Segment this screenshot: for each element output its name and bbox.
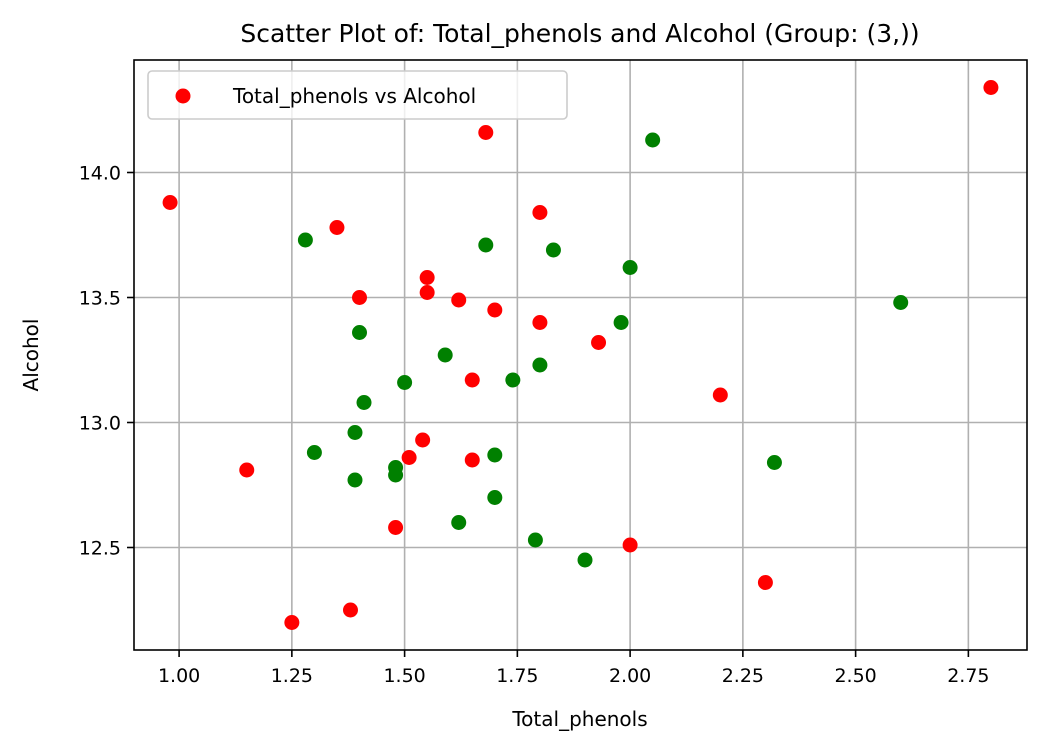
- red-data-point: [532, 315, 548, 330]
- red-data-point: [284, 615, 300, 630]
- legend-label: Total_phenols vs Alcohol: [232, 84, 476, 108]
- green-data-point: [397, 375, 413, 390]
- y-tick-label: 14.0: [79, 163, 121, 185]
- red-data-point: [478, 125, 494, 140]
- red-data-point: [487, 302, 503, 318]
- red-data-point: [419, 270, 435, 285]
- red-data-point: [712, 387, 728, 403]
- red-data-point: [451, 292, 467, 308]
- green-data-point: [527, 532, 543, 548]
- red-data-point: [532, 205, 548, 220]
- green-data-point: [478, 237, 494, 253]
- green-data-point: [645, 132, 661, 148]
- red-data-point: [329, 220, 345, 235]
- green-data-point: [766, 455, 782, 470]
- green-data-point: [577, 552, 593, 568]
- grid-lines: [134, 60, 1027, 650]
- x-tick-label: 1.25: [271, 665, 313, 687]
- data-points: [162, 80, 999, 630]
- plot-frame: [133, 59, 1028, 651]
- x-tick-label: 2.00: [609, 665, 651, 687]
- x-tick-label: 2.75: [947, 665, 989, 687]
- green-data-point: [532, 357, 548, 373]
- green-data-point: [893, 295, 909, 310]
- red-data-point: [591, 335, 607, 350]
- red-data-point: [342, 602, 358, 618]
- green-data-point: [487, 490, 503, 505]
- red-data-point: [464, 372, 480, 388]
- y-tick-label: 12.5: [79, 538, 121, 560]
- legend-box: [147, 70, 568, 120]
- green-data-point: [487, 447, 503, 463]
- x-tick-label: 2.50: [834, 665, 876, 687]
- red-data-point: [239, 462, 255, 478]
- legend-marker: [175, 88, 191, 104]
- red-data-point: [162, 195, 178, 210]
- y-axis-label: Alcohol: [19, 319, 43, 392]
- red-data-point: [983, 80, 999, 95]
- x-axis-label: Total_phenols: [511, 707, 647, 731]
- red-data-point: [757, 575, 773, 590]
- red-data-point: [352, 290, 368, 305]
- green-data-point: [545, 242, 561, 258]
- green-data-point: [451, 515, 467, 530]
- x-tick-label: 1.00: [158, 665, 200, 687]
- green-data-point: [437, 347, 453, 363]
- y-tick-label: 13.0: [79, 413, 121, 435]
- legend: Total_phenols vs Alcohol: [147, 70, 568, 120]
- x-tick-label: 2.25: [722, 665, 764, 687]
- red-data-point: [388, 520, 404, 535]
- red-data-point: [401, 450, 417, 465]
- green-data-point: [622, 260, 638, 275]
- green-data-point: [356, 395, 372, 410]
- green-data-point: [297, 232, 313, 248]
- axis-ticks: 1.00 1.25 1.50 1.75 2.00 2.25 2.50 2.75 12.5 13.0…: [79, 163, 990, 688]
- y-tick-label: 13.5: [79, 288, 121, 310]
- green-data-point: [613, 315, 629, 330]
- green-data-point: [347, 472, 363, 488]
- green-data-point: [347, 425, 363, 440]
- x-tick-label: 1.75: [496, 665, 538, 687]
- red-data-point: [419, 285, 435, 300]
- red-data-point: [464, 452, 480, 468]
- x-tick-label: 1.50: [383, 665, 425, 687]
- green-data-point: [388, 467, 404, 483]
- green-data-point: [505, 372, 521, 388]
- chart-title: Scatter Plot of: Total_phenols and Alcoh…: [240, 19, 919, 48]
- green-data-point: [352, 325, 368, 340]
- green-data-point: [306, 445, 322, 460]
- red-data-point: [415, 432, 431, 448]
- red-data-point: [622, 537, 638, 553]
